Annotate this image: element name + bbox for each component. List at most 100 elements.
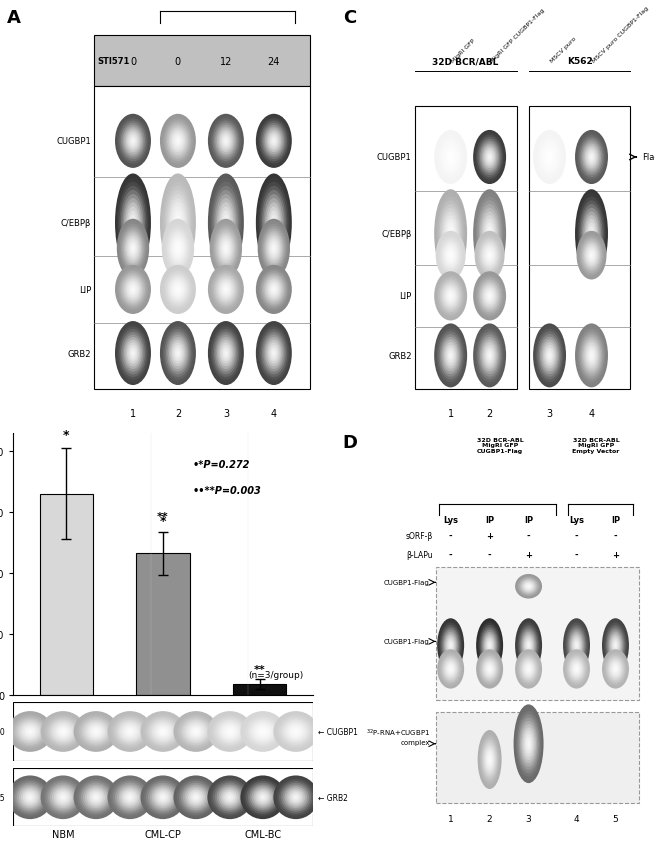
Ellipse shape: [445, 345, 456, 366]
Ellipse shape: [126, 279, 140, 300]
Ellipse shape: [260, 272, 288, 308]
Ellipse shape: [256, 266, 292, 314]
Ellipse shape: [292, 794, 299, 801]
Bar: [136, 554, 189, 695]
Ellipse shape: [166, 227, 190, 271]
Ellipse shape: [273, 775, 318, 819]
Ellipse shape: [174, 346, 183, 361]
Ellipse shape: [605, 625, 626, 665]
Ellipse shape: [479, 204, 500, 264]
Ellipse shape: [111, 715, 149, 749]
Ellipse shape: [449, 295, 452, 298]
Ellipse shape: [485, 291, 494, 302]
Ellipse shape: [489, 643, 491, 648]
Ellipse shape: [449, 354, 452, 359]
Ellipse shape: [17, 720, 43, 744]
Ellipse shape: [440, 623, 462, 668]
Ellipse shape: [255, 725, 271, 739]
Ellipse shape: [434, 190, 467, 279]
Bar: [436, 567, 639, 700]
Ellipse shape: [294, 796, 297, 799]
Ellipse shape: [476, 330, 503, 383]
Ellipse shape: [437, 198, 464, 271]
Ellipse shape: [582, 337, 601, 375]
Ellipse shape: [124, 792, 136, 803]
Ellipse shape: [479, 735, 500, 784]
Ellipse shape: [119, 121, 147, 162]
Ellipse shape: [543, 343, 556, 369]
Ellipse shape: [117, 268, 149, 313]
Ellipse shape: [486, 639, 493, 653]
Text: CML-CP: CML-CP: [145, 829, 181, 839]
Ellipse shape: [157, 727, 168, 737]
Ellipse shape: [24, 727, 36, 737]
Ellipse shape: [221, 135, 231, 148]
Ellipse shape: [516, 711, 541, 777]
Ellipse shape: [515, 619, 542, 672]
Ellipse shape: [171, 237, 185, 262]
Ellipse shape: [263, 126, 284, 158]
Ellipse shape: [481, 628, 498, 664]
Ellipse shape: [575, 324, 608, 388]
Ellipse shape: [115, 115, 151, 169]
Text: 1: 1: [448, 814, 453, 823]
Ellipse shape: [515, 574, 542, 599]
Ellipse shape: [126, 237, 140, 262]
Text: **: **: [157, 511, 169, 521]
Ellipse shape: [88, 790, 103, 804]
Text: C/EBPβ: C/EBPβ: [61, 219, 91, 228]
Ellipse shape: [50, 720, 76, 744]
Ellipse shape: [218, 130, 233, 153]
Ellipse shape: [580, 140, 603, 176]
Ellipse shape: [275, 777, 316, 817]
Ellipse shape: [208, 775, 252, 819]
Text: K562: K562: [567, 57, 592, 66]
Ellipse shape: [242, 777, 284, 817]
Ellipse shape: [480, 142, 499, 174]
Ellipse shape: [279, 781, 312, 814]
Ellipse shape: [126, 728, 134, 735]
Ellipse shape: [48, 718, 78, 746]
Ellipse shape: [170, 279, 185, 300]
Ellipse shape: [267, 203, 282, 244]
Ellipse shape: [121, 723, 140, 740]
Ellipse shape: [26, 794, 34, 801]
Ellipse shape: [11, 780, 49, 815]
Ellipse shape: [221, 788, 239, 807]
Ellipse shape: [81, 783, 111, 812]
Ellipse shape: [583, 212, 600, 256]
Ellipse shape: [527, 643, 530, 648]
Ellipse shape: [117, 785, 143, 810]
Ellipse shape: [8, 711, 52, 752]
Ellipse shape: [56, 725, 71, 739]
Ellipse shape: [121, 332, 145, 375]
Ellipse shape: [260, 121, 288, 162]
Ellipse shape: [590, 231, 593, 238]
Text: *: *: [63, 429, 69, 441]
Ellipse shape: [217, 337, 235, 370]
Ellipse shape: [578, 233, 605, 278]
Ellipse shape: [565, 653, 588, 686]
Ellipse shape: [525, 734, 533, 754]
Ellipse shape: [434, 324, 467, 388]
Ellipse shape: [164, 224, 191, 273]
Ellipse shape: [286, 723, 305, 740]
Ellipse shape: [260, 187, 288, 260]
Ellipse shape: [485, 636, 494, 654]
Ellipse shape: [129, 242, 137, 256]
Ellipse shape: [519, 578, 538, 596]
Ellipse shape: [172, 239, 183, 259]
Ellipse shape: [290, 727, 301, 737]
Ellipse shape: [128, 796, 132, 799]
Ellipse shape: [223, 286, 229, 294]
Ellipse shape: [174, 775, 218, 819]
Ellipse shape: [486, 665, 493, 674]
Ellipse shape: [579, 332, 604, 380]
Ellipse shape: [605, 654, 626, 684]
Ellipse shape: [257, 792, 269, 803]
Ellipse shape: [436, 133, 466, 182]
Ellipse shape: [442, 242, 459, 270]
Ellipse shape: [575, 667, 578, 671]
Ellipse shape: [175, 137, 181, 147]
Ellipse shape: [166, 332, 190, 375]
